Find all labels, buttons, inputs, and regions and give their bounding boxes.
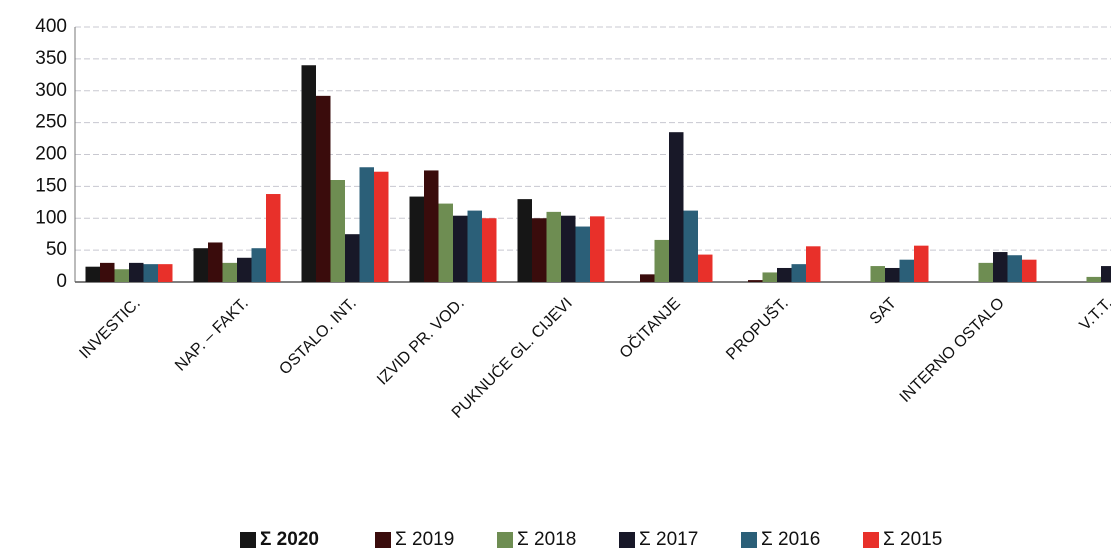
y-tick-label: 250 [35,112,67,133]
y-tick-label: 50 [46,239,67,260]
legend-label: Σ 2018 [517,529,576,550]
x-tick-label: SAT [867,295,900,328]
bar [914,245,929,282]
y-tick-label: 300 [35,80,67,101]
bar [345,234,360,282]
bar [100,262,115,282]
bar [777,267,792,282]
x-tick-label: PUKNUĆE GL. CIJEVI [447,293,575,421]
bar [806,246,821,282]
legend-swatch [375,532,391,548]
y-tick-label: 200 [35,144,67,165]
plot-area: 0 50 100 150 200 250 300 350 400 INVESTIC. NAP. – … [35,16,1111,422]
y-tick-label: 100 [35,207,67,228]
bar [85,266,100,282]
bar [517,199,532,282]
bar [129,262,144,282]
bar [409,196,424,282]
legend-label: Σ 2015 [883,529,942,550]
bar [467,210,482,282]
bar [748,280,763,282]
x-tick-label: OSTALO. INT. [276,295,359,378]
legend-swatch [741,532,757,548]
bar [316,95,331,282]
y-tick-label: 150 [35,175,67,196]
bar [143,264,158,282]
bar [1101,266,1111,282]
y-tick-label: 350 [35,48,67,69]
bar [978,262,993,282]
legend-label: Σ 2016 [761,529,820,550]
bar [885,267,900,282]
bar [698,254,713,282]
bar [546,211,561,282]
bar [482,218,497,282]
bar [251,248,266,282]
y-tick-label: 0 [56,271,67,292]
x-tick-label: IZVID PR. VOD. [374,295,468,389]
bar [762,272,777,282]
x-tick-label: INVESTIC. [76,295,143,362]
bar [870,266,885,282]
bar [640,274,655,282]
bar [899,259,914,282]
bar [1022,259,1037,282]
legend-swatch [863,532,879,548]
x-tick-label: NAP. – FAKT. [172,295,252,375]
legend-label: Σ 2019 [395,529,454,550]
bar [222,262,237,282]
bar [532,218,547,282]
bar [374,171,389,282]
x-tick-label: OČITANJE [615,293,684,362]
bar [301,65,316,282]
legend-label: Σ 2017 [639,529,698,550]
legend-swatch [240,532,256,548]
bar [669,132,684,282]
bar [208,242,223,282]
bar [424,170,439,282]
legend-swatch [619,532,635,548]
bar [266,194,281,282]
bar [575,226,590,282]
bar [561,215,576,282]
y-tick-label: 400 [35,16,67,37]
bar [791,264,806,282]
bar [330,180,345,282]
bar [654,239,669,282]
x-tick-label: V.T.T. [1077,295,1111,334]
bar [1007,255,1022,282]
bar [993,252,1008,282]
bar [683,210,698,282]
bar [453,215,468,282]
bar [237,257,252,282]
bar [114,269,129,282]
bar [359,167,374,282]
x-tick-label: PROPUŠT. [722,293,792,363]
x-tick-label: INTERNO OSTALO [897,295,1008,406]
legend-label: Σ 2020 [260,529,319,550]
bar [438,203,453,282]
bar [590,216,605,282]
bar [1086,276,1101,282]
bar [193,248,208,282]
bar [158,264,173,282]
legend-swatch [497,532,513,548]
